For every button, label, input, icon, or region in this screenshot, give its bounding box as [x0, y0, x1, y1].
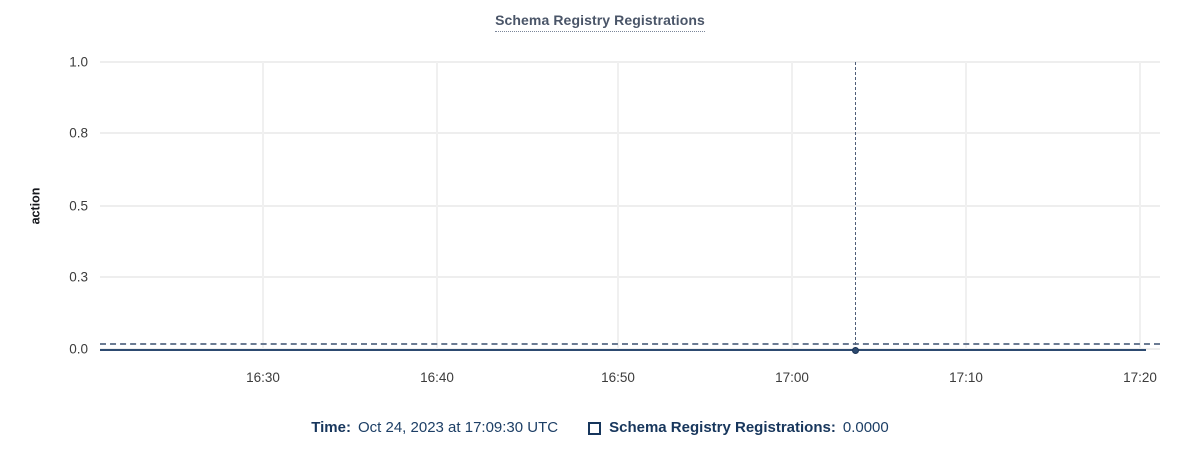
x-axis-tick-0: 16:30	[246, 370, 280, 385]
x-axis-tick-2: 16:50	[601, 370, 635, 385]
vertical-gridline-3	[791, 62, 793, 350]
vertical-gridline-2	[617, 62, 619, 350]
vertical-gridline-4	[965, 62, 967, 350]
footer-series-label: Schema Registry Registrations:	[609, 419, 836, 436]
vertical-gridline-5	[1139, 62, 1141, 350]
y-axis-tick-3: 0.3	[69, 269, 88, 285]
y-axis-tick-1: 0.8	[69, 125, 88, 141]
footer-time-label: Time:	[311, 419, 351, 436]
y-axis-tick-0: 1.0	[69, 54, 88, 70]
x-axis-tick-3: 17:00	[775, 370, 809, 385]
horizontal-gridline-1	[100, 132, 1160, 134]
vertical-gridline-0	[262, 62, 264, 350]
vertical-gridline-1	[436, 62, 438, 350]
plot-area[interactable]	[100, 61, 1160, 354]
horizontal-gridline-3	[100, 276, 1160, 278]
horizontal-gridline-2	[100, 205, 1160, 207]
chart-title-text: Schema Registry Registrations	[495, 12, 705, 32]
x-axis-tick-4: 17:10	[949, 370, 983, 385]
hover-data-point-marker[interactable]	[851, 346, 859, 354]
footer-time-value: Oct 24, 2023 at 17:09:30 UTC	[357, 419, 559, 436]
x-axis-tick-1: 16:40	[420, 370, 454, 385]
y-axis-tick-2: 0.5	[69, 198, 88, 214]
legend-swatch-icon[interactable]	[588, 422, 602, 435]
footer-series-group[interactable]: Schema Registry Registrations: 0.0000	[588, 419, 889, 436]
chart-tooltip-footer: Time: Oct 24, 2023 at 17:09:30 UTC Schem…	[0, 419, 1200, 436]
footer-series-value: 0.0000	[842, 419, 889, 436]
x-axis-tick-5: 17:20	[1123, 370, 1157, 385]
series-line-schema-registry-registrations	[100, 349, 1146, 351]
footer-time-group: Time: Oct 24, 2023 at 17:09:30 UTC	[311, 419, 558, 436]
horizontal-gridline-0	[100, 61, 1160, 63]
zero-threshold-dashed-line	[100, 343, 1160, 345]
y-axis-tick-4: 0.0	[69, 341, 88, 357]
chart-title: Schema Registry Registrations	[0, 12, 1200, 32]
crosshair-vertical-line	[855, 62, 856, 350]
